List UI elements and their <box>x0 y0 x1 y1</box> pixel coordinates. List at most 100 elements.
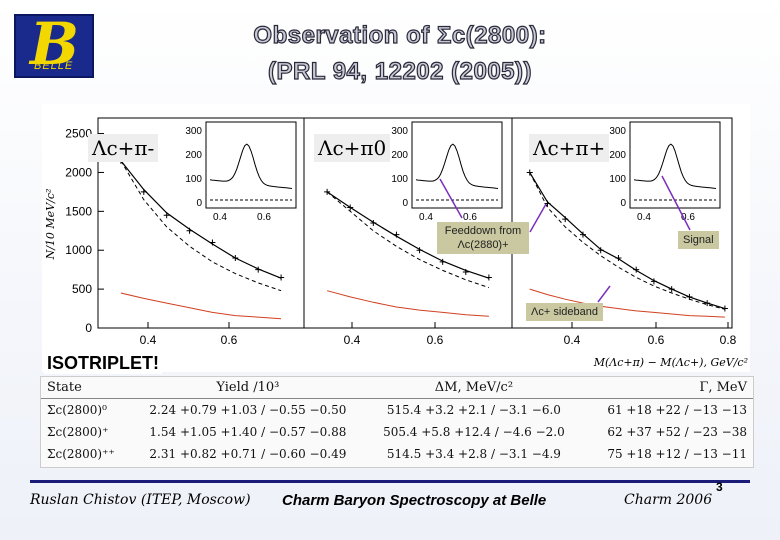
data-point <box>347 204 354 211</box>
data-point <box>324 188 331 195</box>
panel-label-3: Λc+π+ <box>529 134 610 162</box>
inset-x-tick-label: 0.6 <box>681 212 695 223</box>
inset-frame <box>411 121 503 209</box>
data-point <box>209 239 216 246</box>
slide-title-line1: Observation of Σc(2800): <box>253 21 547 49</box>
x-tick-label: 0.6 <box>648 333 665 347</box>
background-fit-line <box>529 172 726 310</box>
table-header-row: State Yield /10³ ΔM, MeV/c² Γ, MeV <box>41 377 753 399</box>
data-point <box>597 247 604 254</box>
total-fit-line <box>120 160 282 279</box>
y-tick-label: 500 <box>72 282 92 296</box>
inset-y-tick-label: 300 <box>185 126 202 137</box>
x-tick-label: 0.6 <box>221 333 238 347</box>
inset-y-tick-label: 300 <box>609 126 626 137</box>
inset-y-tick-label: 200 <box>609 150 626 161</box>
slide-title-line2: (PRL 94, 12202 (2005)) <box>267 57 533 85</box>
y-tick-label: 1000 <box>65 243 92 257</box>
plot-frame <box>97 117 733 329</box>
footer-author: Ruslan Chistov (ITEP, Moscow) <box>30 492 251 508</box>
x-tick-label: 0.4 <box>140 333 157 347</box>
sideband-note: Λc+ sideband <box>526 303 603 321</box>
header-width: Γ, MeV <box>582 377 753 399</box>
inset-y-tick-label: 0 <box>402 198 408 209</box>
results-table: State Yield /10³ ΔM, MeV/c² Γ, MeV Σc(28… <box>40 376 754 468</box>
signal-note: Signal <box>678 231 719 249</box>
belle-logo-text: BELLE <box>34 60 74 72</box>
inset-y-tick-label: 300 <box>391 126 408 137</box>
data-point <box>186 227 193 234</box>
inset-frame <box>629 121 721 209</box>
x-tick-label: 0.4 <box>344 333 361 347</box>
state-cell: Σc(2800)⁺⁺ <box>47 446 115 461</box>
y-tick-label: 0 <box>85 321 92 335</box>
sideband-line <box>120 292 282 320</box>
data-point <box>232 255 239 261</box>
belle-logo-b: B <box>30 10 80 78</box>
data-point <box>140 188 147 195</box>
data-point <box>462 269 469 275</box>
header-state: State <box>41 377 131 399</box>
panel-label-1: Λc+π- <box>88 134 159 162</box>
sideband-arrow <box>597 285 611 303</box>
data-point <box>721 305 728 312</box>
mass-spectrum-plot: 0 500 1000 1500 2000 2500 N/10 MeV/c² 0.4 0.6 0.4… <box>42 104 750 372</box>
data-point <box>615 255 622 261</box>
delta-m-cell: 505.4 +5.8 +12.4 / −4.6 −2.0 <box>383 424 565 439</box>
table-row: Σc(2800)⁺ 1.54 +1.05 +1.40 / −0.57 −0.88… <box>41 421 753 443</box>
x-tick-label: 0.6 <box>427 333 444 347</box>
data-point <box>633 266 640 273</box>
inset-frame <box>205 121 297 209</box>
feeddown-arrow <box>529 203 547 233</box>
width-cell: 61 +18 +22 / −13 −13 <box>607 402 747 417</box>
data-point <box>668 286 675 293</box>
footer-conference: Charm 2006 <box>624 492 713 508</box>
data-point <box>526 169 533 176</box>
width-cell: 62 +37 +52 / −23 −38 <box>607 424 747 439</box>
state-cell: Σc(2800)⁺ <box>47 424 109 439</box>
data-point <box>439 258 446 265</box>
yield-cell: 2.31 +0.82 +0.71 / −0.60 −0.49 <box>149 446 347 461</box>
inset-y-tick-label: 100 <box>185 174 202 185</box>
y-tick-label: 2500 <box>65 127 92 141</box>
yield-cell: 2.24 +0.79 +1.03 / −0.55 −0.50 <box>149 402 347 417</box>
delta-m-cell: 515.4 +3.2 +2.1 / −3.1 −6.0 <box>386 402 561 417</box>
table-row: Σc(2800)⁺⁺ 2.31 +0.82 +0.71 / −0.60 −0.4… <box>41 443 753 465</box>
footer-talk-title: Charm Baryon Spectroscopy at Belle <box>282 492 547 509</box>
inset-signal-curve <box>415 143 499 189</box>
data-point <box>686 293 693 300</box>
data-point <box>544 200 551 207</box>
inset-x-tick-label: 0.4 <box>637 212 651 223</box>
header-yield: Yield /10³ <box>130 377 366 399</box>
width-cell: 75 +18 +12 / −13 −11 <box>607 446 747 461</box>
y-tick-label: 1500 <box>65 204 92 218</box>
total-fit-line <box>326 191 490 279</box>
inset-x-tick-label: 0.4 <box>419 212 433 223</box>
inset-y-tick-label: 0 <box>620 198 626 209</box>
background-fit-line <box>326 191 490 289</box>
state-cell: Σc(2800)⁰ <box>47 402 107 417</box>
data-point <box>416 247 423 254</box>
header-delta-m: ΔM, MeV/c² <box>365 377 583 399</box>
data-point <box>485 274 492 281</box>
data-point <box>370 220 377 226</box>
feeddown-note: Feeddown from Λc(2880)+ <box>437 222 529 254</box>
table-row: Σc(2800)⁰ 2.24 +0.79 +1.03 / −0.55 −0.50… <box>41 399 753 421</box>
data-point <box>278 274 285 281</box>
signal-arrow <box>661 175 691 231</box>
x-tick-label: 0.8 <box>720 333 737 347</box>
total-fit-line <box>529 172 726 310</box>
x-tick-label: 0.4 <box>564 333 581 347</box>
data-point <box>393 231 400 238</box>
inset-x-tick-label: 0.4 <box>213 212 227 223</box>
delta-m-cell: 514.5 +3.4 +2.8 / −3.1 −4.9 <box>386 446 561 461</box>
inset-signal-curve <box>209 143 293 189</box>
y-tick-label: 2000 <box>65 165 92 179</box>
panel-label-2: Λc+π0 <box>314 134 391 162</box>
data-point <box>704 300 711 307</box>
inset-x-tick-label: 0.6 <box>463 212 477 223</box>
data-point <box>255 266 262 273</box>
sideband-line <box>326 290 489 317</box>
inset-y-tick-label: 200 <box>391 150 408 161</box>
